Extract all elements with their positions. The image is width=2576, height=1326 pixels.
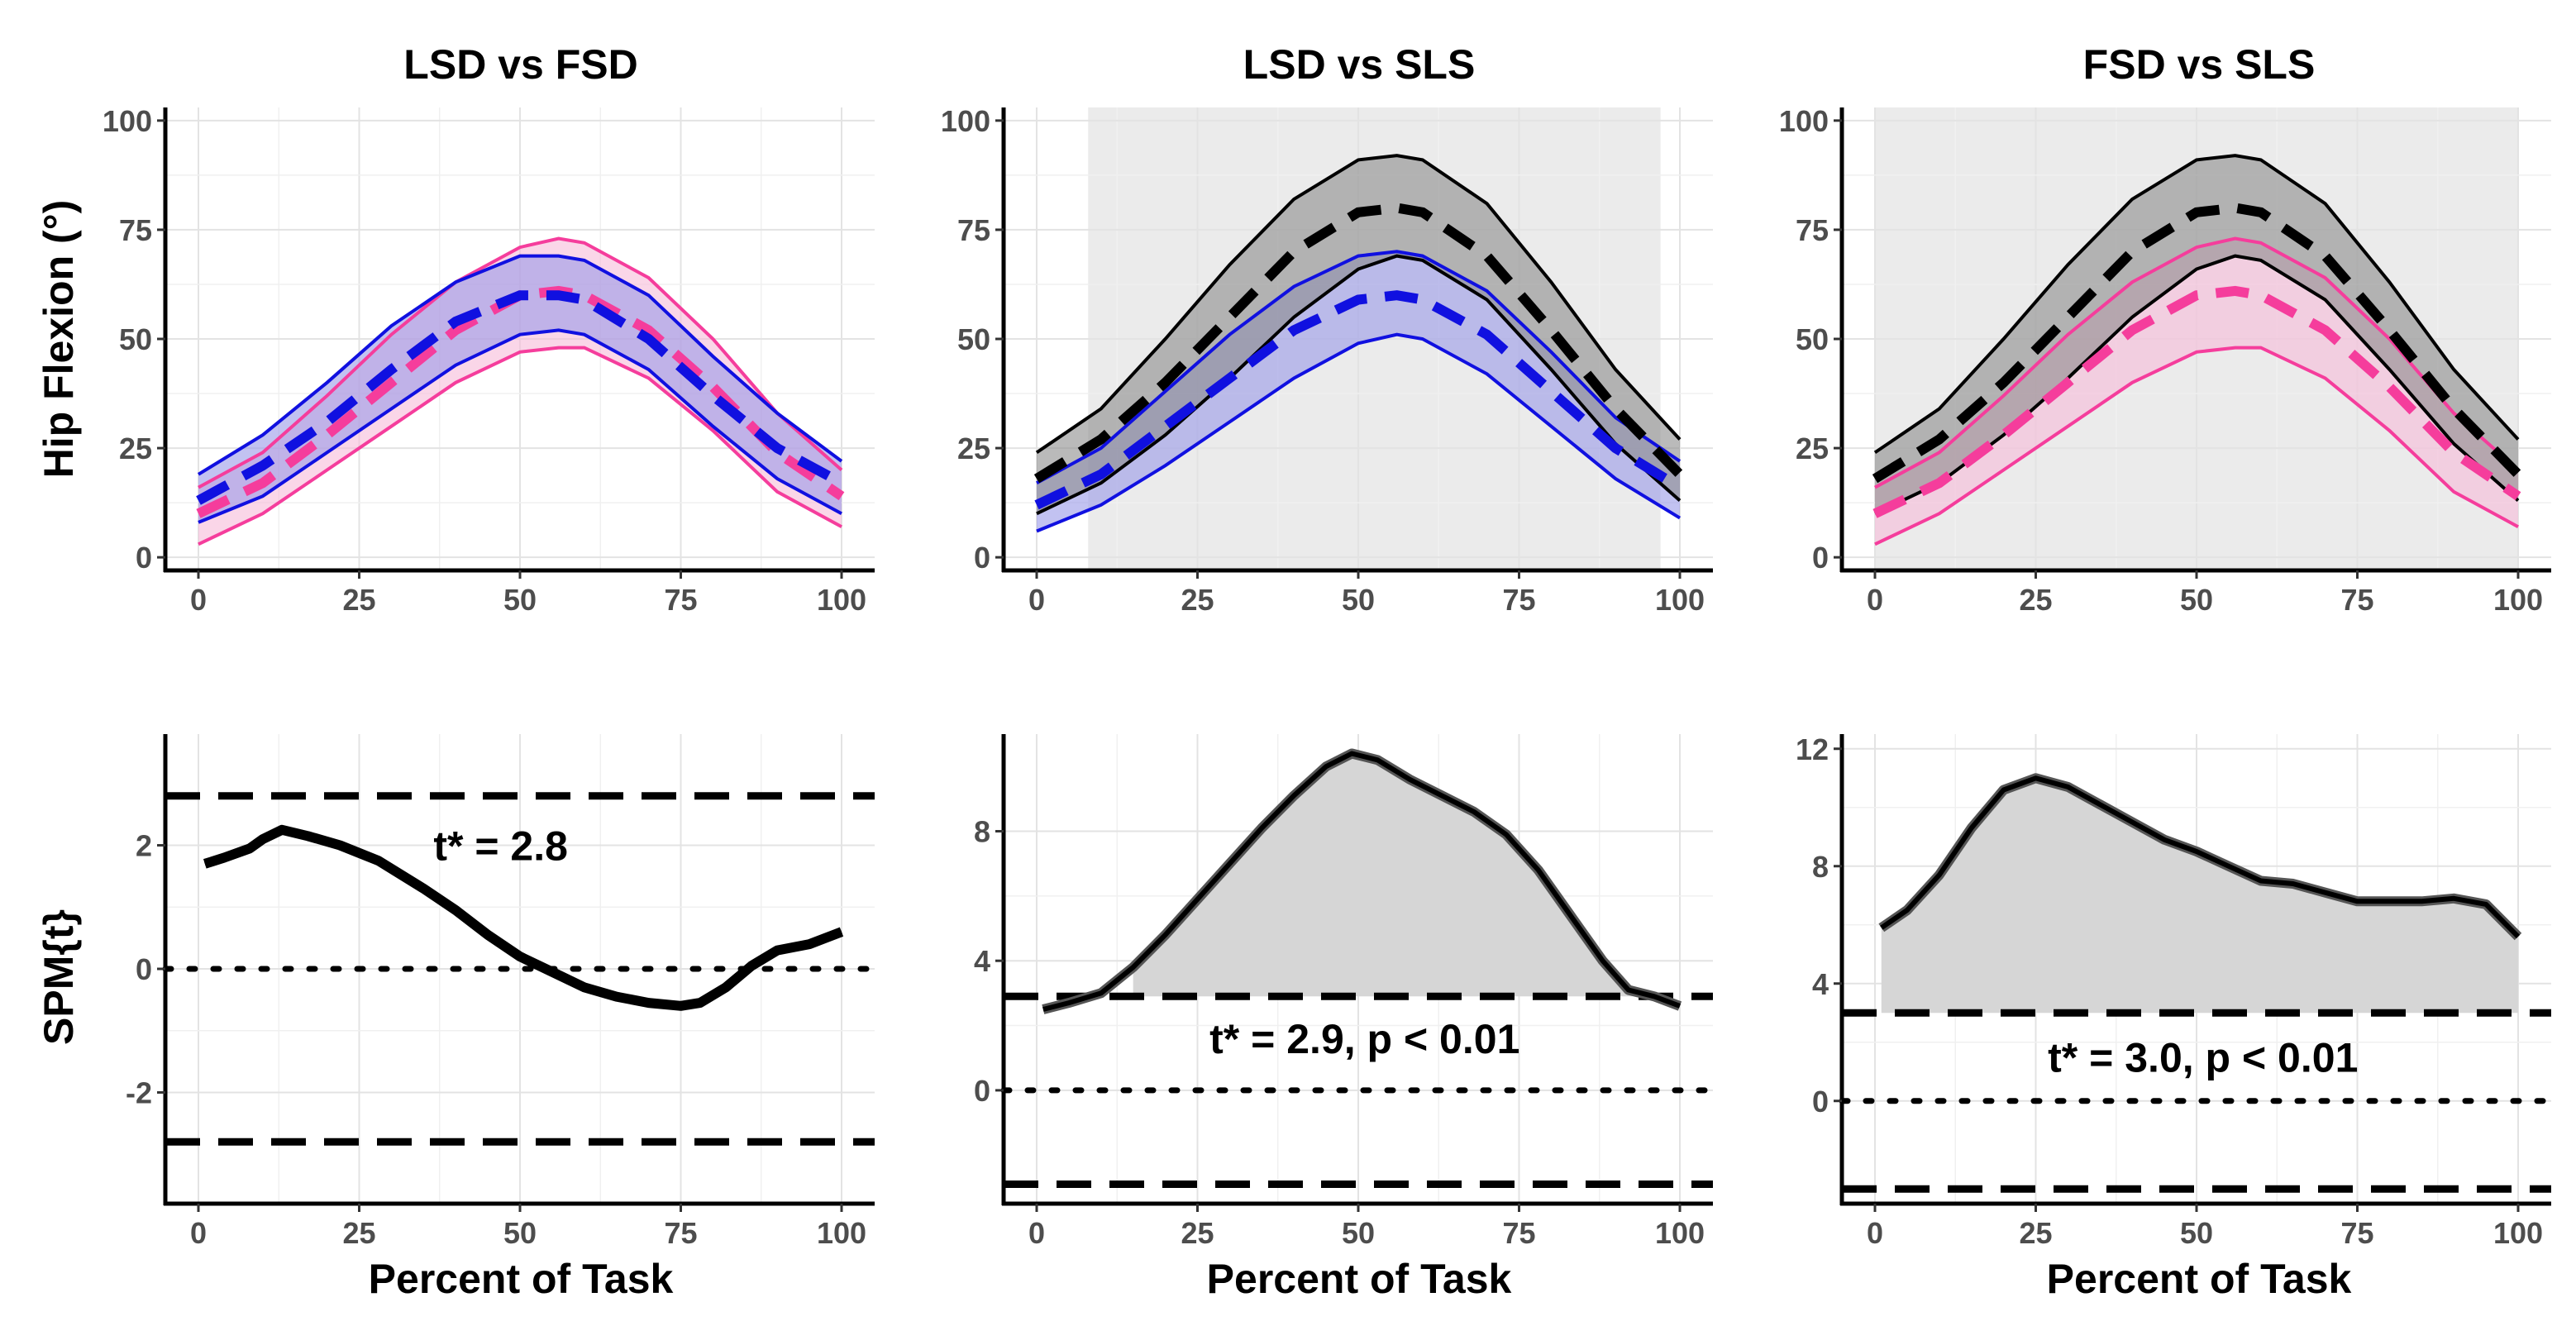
x-tick-label: 75 [664,583,697,617]
x-tick-label: 75 [1502,583,1535,617]
spm-panel-2: t* = 2.9, p < 0.01 0 25 50 75 100 0 4 8 [974,734,1716,1250]
panel-title-2: LSD vs SLS [1243,41,1476,88]
y-tick-label: 0 [136,541,152,575]
x-tick-label: 25 [2019,1216,2052,1250]
upper-bound-line-sls [1035,154,1682,455]
x-tick-label: 50 [2180,1216,2213,1250]
x-tick-label: 0 [1028,583,1045,617]
y-tick-label: 12 [1796,732,1829,766]
y-tick-label: 8 [1812,850,1829,884]
panel-title-1: LSD vs FSD [403,41,637,88]
y-tick-label: 75 [1796,213,1829,247]
x-tick-label: 25 [1181,583,1214,617]
spm-panel-3: t* = 3.0, p < 0.01 0 25 50 75 100 0 4 8 12 [1796,732,2555,1250]
y-tick-label: 0 [136,952,152,986]
y-tick-label: 25 [119,432,152,465]
spm-curve [1880,775,2521,939]
x-tick-label: 50 [2180,583,2213,617]
x-tick-label: 50 [503,1216,537,1250]
kinematics-panel-2: 0 25 50 75 100 0 25 50 75 100 [941,104,1713,617]
y-tick-label: 50 [1796,322,1829,356]
upper-bound-line-lsd [1036,250,1682,485]
y-tick-label: 100 [1779,104,1829,138]
lower-bound-line-sls [1036,254,1682,516]
upper-bound-line-fsd [197,254,843,476]
threshold-annotation: t* = 2.8 [433,823,568,870]
spm-curve [1042,751,1682,1012]
lower-bound-line-sls [1874,254,2520,516]
threshold-annotation: t* = 3.0, p < 0.01 [2048,1035,2358,1081]
x-tick-label: 25 [1181,1216,1214,1250]
y-tick-label: 8 [974,815,990,849]
y-tick-label: 25 [957,432,990,465]
y-tick-label: 50 [957,322,990,356]
y-tick-label: 25 [1796,432,1829,465]
x-tick-label: 25 [342,1216,375,1250]
x-tick-label: 0 [1028,1216,1045,1250]
xlabel-3: Percent of Task [2047,1256,2352,1302]
x-tick-label: 100 [2493,1216,2543,1250]
mean-line-lsd [196,285,845,518]
x-tick-label: 0 [190,583,207,617]
xlabel-2: Percent of Task [1207,1256,1512,1302]
y-tick-label: 2 [136,829,152,863]
x-tick-label: 100 [817,583,866,617]
x-tick-label: 100 [817,1216,866,1250]
panel-title-3: FSD vs SLS [2083,41,2316,88]
y-tick-label: 0 [1812,1085,1829,1119]
x-tick-label: 75 [2340,583,2373,617]
kinematics-panel-3: 0 25 50 75 100 0 25 50 75 100 [1779,104,2551,617]
xlabel-1: Percent of Task [369,1256,674,1302]
x-tick-label: 25 [2019,583,2052,617]
spm-curve [203,827,843,1009]
x-tick-label: 0 [1867,1216,1883,1250]
x-tick-label: 75 [2340,1216,2373,1250]
x-tick-label: 0 [1867,583,1883,617]
x-tick-label: 75 [1502,1216,1535,1250]
spm-panel-1: t* = 2.8 0 25 50 75 100 -2 0 2 [126,734,878,1250]
upper-bound-line-lsd [198,236,843,489]
top-row-ylabel: Hip Flexion (°) [36,200,82,479]
y-tick-label: -2 [126,1076,152,1109]
x-tick-label: 25 [342,583,375,617]
x-tick-label: 0 [190,1216,207,1250]
x-tick-label: 50 [1342,1216,1375,1250]
mean-line-fsd [1872,285,2521,518]
x-tick-label: 50 [503,583,537,617]
y-tick-label: 4 [974,944,990,978]
kinematics-panel-1: 0 25 50 75 100 0 25 50 75 100 [103,104,875,617]
bottom-row-ylabel: SPM{t} [36,909,82,1045]
x-tick-label: 100 [1655,1216,1705,1250]
y-tick-label: 100 [103,104,152,138]
y-tick-label: 50 [119,322,152,356]
x-tick-label: 50 [1342,583,1375,617]
x-tick-label: 100 [1655,583,1705,617]
mean-line-sls [1872,203,2522,484]
lower-bound-line-lsd [198,346,842,546]
y-tick-label: 100 [941,104,990,138]
suprathreshold-cluster [1133,753,1654,997]
x-tick-label: 75 [664,1216,697,1250]
mean-line-sls [1033,203,1684,484]
x-tick-label: 100 [2493,583,2543,617]
y-tick-label: 75 [957,213,990,247]
upper-bound-line-fsd [1874,236,2520,489]
lower-bound-line-lsd [1036,332,1682,533]
mean-line-lsd [1034,290,1683,510]
suprathreshold-cluster [1881,778,2518,1014]
y-tick-label: 4 [1812,967,1829,1001]
sd-band-lsd [198,238,842,545]
lower-bound-line-fsd [198,328,842,524]
lower-bound-line-fsd [1874,346,2519,546]
y-tick-label: 0 [974,1074,990,1108]
y-tick-label: 75 [119,213,152,247]
y-tick-label: 0 [974,541,990,575]
y-tick-label: 0 [1812,541,1829,575]
upper-bound-line-sls [1873,154,2520,455]
threshold-annotation: t* = 2.9, p < 0.01 [1209,1016,1519,1062]
mean-line-fsd [196,290,844,505]
